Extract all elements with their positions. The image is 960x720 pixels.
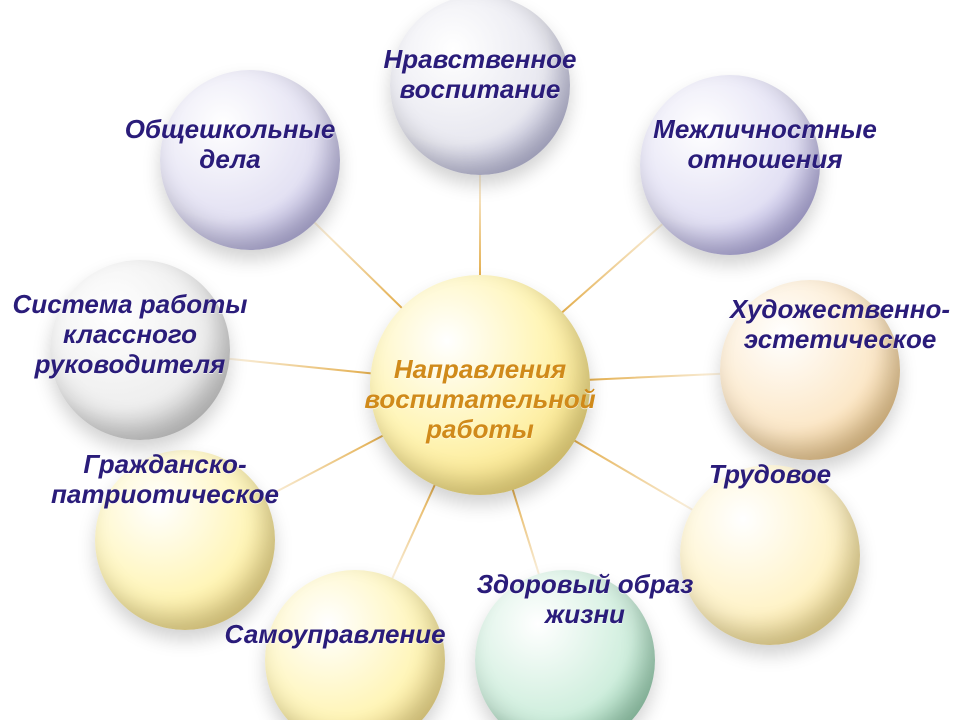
label-classteacher: Система работы классного руководителя xyxy=(0,290,280,380)
label-moral: Нравственное воспитание xyxy=(330,45,630,105)
ray-selfgov xyxy=(389,479,438,584)
label-aesthetic: Художественно- эстетическое xyxy=(690,295,960,355)
label-schoolwide: Общешкольные дела xyxy=(80,115,380,175)
label-interpersonal: Межличностные отношения xyxy=(615,115,915,175)
label-patriotic: Гражданско- патриотическое xyxy=(15,450,315,510)
label-selfgov: Самоуправление xyxy=(185,620,485,650)
ray-health xyxy=(510,484,541,580)
ray-schoolwide xyxy=(309,218,406,313)
ray-moral xyxy=(479,169,481,281)
center-label: Направления воспитательной работы xyxy=(330,355,630,445)
ray-interpersonal xyxy=(557,220,667,317)
label-labor: Трудовое xyxy=(620,460,920,490)
